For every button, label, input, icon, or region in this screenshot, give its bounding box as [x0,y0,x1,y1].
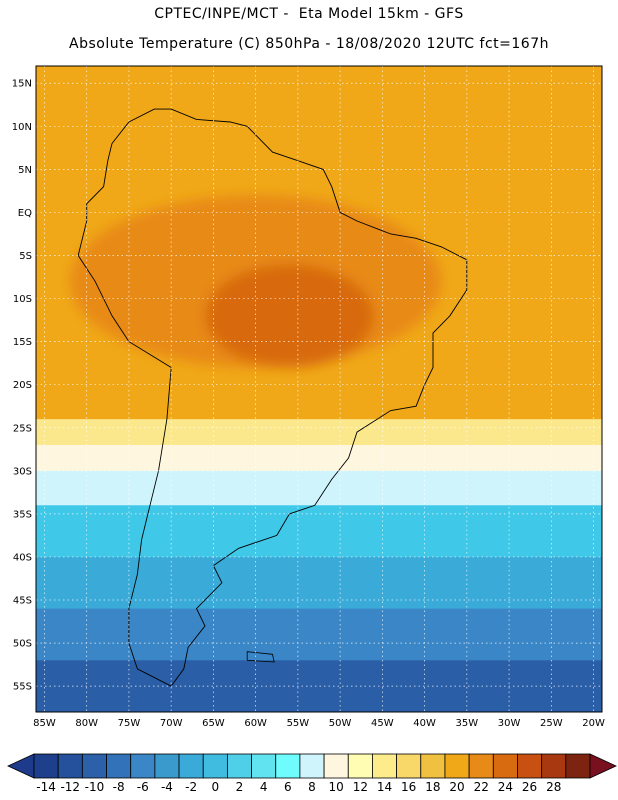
lat-label: 15S [13,337,32,348]
colorbar-swatch [33,753,59,779]
latitude-labels: 15N 10N 5N EQ 5S 10S 15S 20S 25S 30S 35S 40S 45S 50S 5… [12,79,32,693]
colorbar-swatch [251,753,277,779]
lat-label: 50S [13,639,32,650]
coastline-layer [77,108,468,687]
colorbar-label: 22 [474,780,489,794]
colorbar-swatch [517,753,543,779]
warm-core [69,195,442,368]
lat-label: 5N [18,165,32,176]
colorbar-swatch [81,753,107,779]
colorbar-swatch [468,753,494,779]
colorbar-label: 14 [377,780,392,794]
colorbar-label: -8 [113,780,125,794]
lat-label: EQ [18,208,32,219]
lat-label: 10S [13,294,32,305]
colorbar-swatch [299,753,325,779]
lat-label: 25S [13,423,32,434]
colorbar-swatch [106,753,132,779]
colorbar-swatch [492,753,518,779]
colorbar-label: -10 [85,780,105,794]
lat-label: 5S [19,251,32,262]
lon-label: 75W [118,718,141,729]
temperature-field [36,66,602,712]
lat-label: 20S [13,380,32,391]
lon-label: 50W [329,718,352,729]
temperature-band-3 [36,470,602,507]
colorbar-swatch [202,753,228,779]
colorbar-swatch [275,753,301,779]
colorbar-label: -12 [60,780,80,794]
colorbar-swatch [154,753,180,779]
colorbar-swatch [130,753,156,779]
colorbar-label: 24 [498,780,513,794]
title-line-1: CPTEC/INPE/MCT - Eta Model 15km - GFS [154,6,464,22]
colorbar-under-arrow [7,753,35,779]
lon-label: 20W [582,718,605,729]
falkland-islands-outline [246,651,275,663]
lat-label: 45S [13,596,32,607]
colorbar-label: -4 [161,780,173,794]
colorbar-label: 0 [211,780,219,794]
lat-label: 10N [12,122,32,133]
colorbar-label: 2 [236,780,244,794]
lat-label: 35S [13,509,32,520]
lon-label: 55W [287,718,310,729]
colorbar-label: 6 [284,780,292,794]
lon-label: 45W [371,718,394,729]
lon-label: 60W [244,718,267,729]
lon-label: 85W [33,718,56,729]
colorbar-label: 20 [449,780,464,794]
south-america-coastline [77,108,468,687]
lat-label: 15N [12,79,32,90]
colorbar-swatch [396,753,422,779]
lon-label: 80W [75,718,98,729]
lon-label: 25W [540,718,563,729]
lon-label: 35W [456,718,479,729]
lon-label: 30W [498,718,521,729]
lat-label: 30S [13,466,32,477]
colorbar-label: 10 [329,780,344,794]
colorbar-label: 12 [353,780,368,794]
title-line-2: Absolute Temperature (C) 850hPa - 18/08/… [69,36,549,52]
temperature-band-4 [36,505,602,558]
colorbar-swatch [323,753,349,779]
colorbar-label: 4 [260,780,268,794]
warm-core-area-1 [204,264,374,368]
map-frame [35,65,603,713]
temperature-band-1 [36,419,602,446]
colorbar-label: -2 [185,780,197,794]
colorbar-swatch [57,753,83,779]
colorbar-swatch [178,753,204,779]
temperature-band-7 [36,660,602,712]
longitude-labels: 85W 80W 75W 70W 65W 60W 55W 50W 45W 40W 35W 30W 25W 2… [33,718,605,729]
temperature-band-5 [36,556,602,610]
colorbar-swatch [347,753,373,779]
colorbar-swatch [420,753,446,779]
colorbar-swatch [444,753,470,779]
lon-label: 40W [413,718,436,729]
colorbar-label: 16 [401,780,416,794]
colorbar-label: 28 [546,780,561,794]
temperature-band-2 [36,444,602,472]
lat-label: 40S [13,552,32,563]
colorbar-swatch [372,753,398,779]
colorbar-over-arrow [589,753,617,779]
colorbar-label: 18 [425,780,440,794]
colorbar-label: -14 [36,780,56,794]
colorbar-swatch [541,753,567,779]
lon-label: 65W [202,718,225,729]
colorbar-label: 8 [308,780,316,794]
lat-label: 55S [13,682,32,693]
colorbar-label: -6 [137,780,149,794]
colorbar-label: 26 [522,780,537,794]
temperature-band-6 [36,608,602,662]
colorbar: -14 -12 -10 -8 -6 -4 -2 0 2 4 6 8 10 12 14 16 18 20 22 24 26… [7,753,617,794]
colorbar-swatch [565,753,591,779]
colorbar-swatch [226,753,252,779]
lon-label: 70W [160,718,183,729]
